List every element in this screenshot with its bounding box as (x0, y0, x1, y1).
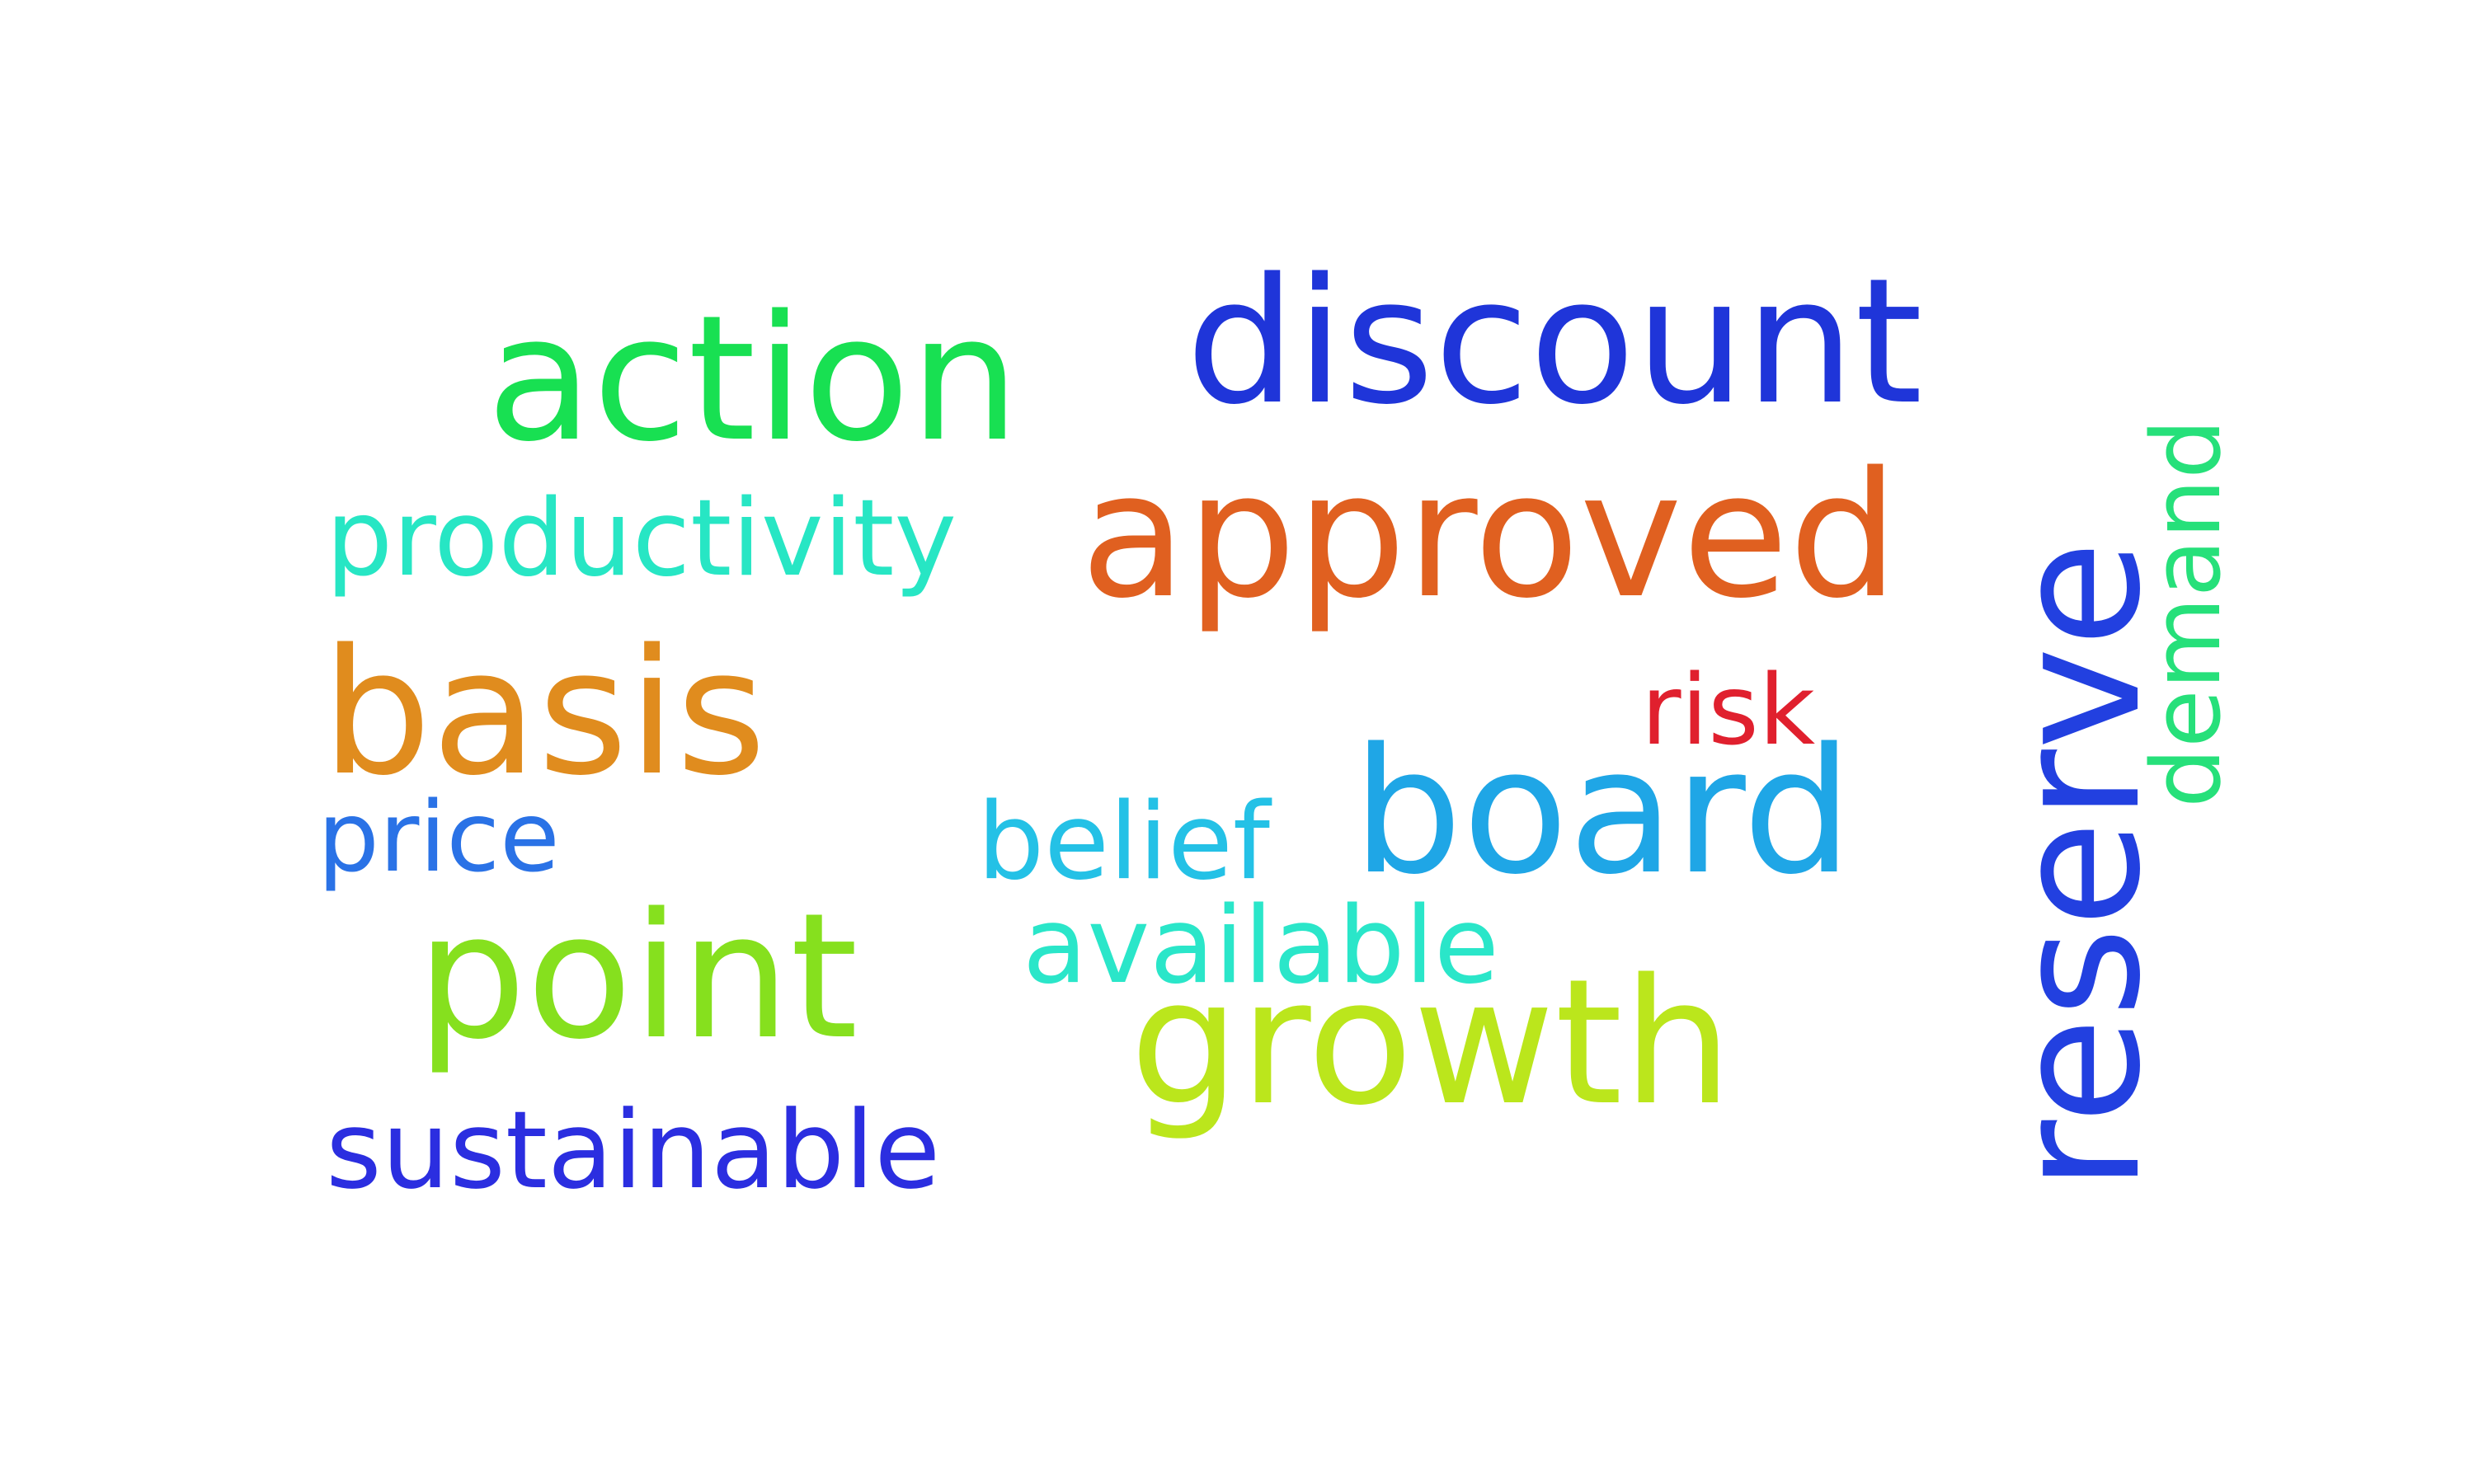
word-risk: risk (1641, 653, 1816, 767)
word-board: board (1352, 711, 1853, 913)
word-action: action (487, 278, 1020, 480)
word-point: point (416, 876, 858, 1078)
word-price: price (317, 780, 560, 894)
word-discount: discount (1186, 241, 1923, 443)
word-basis: basis (322, 612, 767, 814)
word-approved: approved (1080, 434, 1899, 636)
word-productivity: productivity (326, 477, 957, 600)
word-growth: growth (1130, 942, 1733, 1144)
word-belief: belief (977, 781, 1270, 904)
word-available: available (1023, 885, 1499, 1007)
word-sustainable: sustainable (326, 1087, 941, 1213)
word-demand: demand (2132, 418, 2242, 808)
